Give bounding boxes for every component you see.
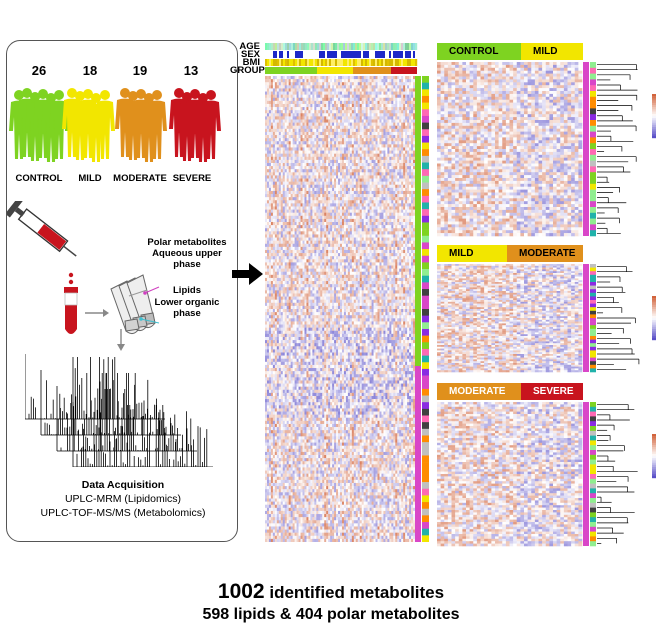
metabolomics-method: UPLC-TOF-MS/MS (Metabolomics) xyxy=(40,507,206,519)
bmi-track-label: BMI xyxy=(242,57,260,68)
moderate-label: MODERATE xyxy=(113,173,167,184)
aqueous-phase-label: Aqueous upper xyxy=(152,248,222,259)
group-track xyxy=(265,67,417,74)
age-track xyxy=(265,43,418,50)
patient-figures-icon xyxy=(9,88,221,162)
comparison-3-left-label: MODERATE xyxy=(437,383,521,400)
comparison-2-dendrogram xyxy=(597,266,640,370)
chromatogram-trace xyxy=(25,354,165,420)
comparison-1-class-bar xyxy=(583,62,589,236)
control-label: CONTROL xyxy=(15,173,63,184)
mild-label: MILD xyxy=(78,173,102,184)
comparison-2-right-label: MODERATE xyxy=(507,245,583,262)
severe-figures-icon xyxy=(169,88,221,162)
comparison-2-subclass-strip xyxy=(590,264,596,373)
bmi-track xyxy=(265,59,418,66)
sex-track xyxy=(265,51,418,58)
mild-count: 18 xyxy=(82,63,98,78)
data-acquisition-title: Data Acquisition xyxy=(81,479,165,491)
chromatogram-trace xyxy=(72,402,213,467)
metabolite-count-label: identified metabolites xyxy=(269,583,445,602)
aqueous-phase-label-2: phase xyxy=(173,259,201,270)
main-heatmap xyxy=(265,43,429,542)
moderate-count: 19 xyxy=(132,63,148,78)
metabolite-subclass-strip xyxy=(422,76,429,542)
organic-phase-label-2: phase xyxy=(173,308,201,319)
comparison-3-cells xyxy=(437,402,583,547)
comparison-1-right-label: MILD xyxy=(521,43,583,60)
study-design-panel: 26 18 19 13 CONTROL MILD MODERATE xyxy=(6,40,238,542)
group-track-label: GROUP xyxy=(230,65,265,76)
blood-tube-icon xyxy=(64,287,78,334)
age-track-label: AGE xyxy=(239,41,260,52)
comparison-2-class-bar xyxy=(583,264,589,372)
polar-metabolites-label: Polar metabolites xyxy=(147,237,227,248)
comparison-3-right-label: SEVERE xyxy=(521,383,583,400)
main-heatmap-cells xyxy=(265,76,416,542)
moderate-figures-icon xyxy=(115,88,167,162)
lipidomics-method: UPLC-MRM (Lipidomics) xyxy=(64,493,182,505)
sex-track-label: SEX xyxy=(240,49,260,60)
comparison-1-dendrogram xyxy=(597,64,638,234)
comparison-3-dendrogram xyxy=(597,404,638,544)
comparison-3-subclass-strip xyxy=(590,402,596,547)
control-vs-mild-heatmap xyxy=(437,62,656,237)
comparison-1-left-label: CONTROL xyxy=(437,43,521,60)
down-arrow-icon xyxy=(117,329,125,351)
organic-phase-label: Lower organic xyxy=(154,297,220,308)
mild-figures-icon xyxy=(62,88,115,162)
moderate-vs-severe-heatmap xyxy=(437,402,656,547)
right-arrow-icon xyxy=(232,263,263,285)
chromatogram-trace xyxy=(40,370,181,436)
summary-line-1: 1002 identified metabolites xyxy=(0,580,662,604)
chromatogram-stack-icon xyxy=(25,354,213,467)
comparison-2-cells xyxy=(437,264,583,373)
extraction-tubes-icon xyxy=(110,274,156,335)
metabolite-count: 1002 xyxy=(217,580,265,603)
lipids-label: Lipids xyxy=(173,285,201,296)
comparison-1-colorbar xyxy=(652,94,656,139)
mild-vs-moderate-heatmap xyxy=(437,264,656,373)
metabolite-class-strip xyxy=(415,76,421,542)
comparison-1-subclass-strip xyxy=(590,62,596,237)
summary-line-2: 598 lipids & 404 polar metabolites xyxy=(202,606,460,623)
syringe-icon xyxy=(7,201,77,257)
control-figures-icon xyxy=(9,88,69,162)
comparison-2-left-label: MILD xyxy=(437,245,507,262)
severe-label: SEVERE xyxy=(172,173,212,184)
severe-count: 13 xyxy=(183,63,199,78)
comparison-3-class-bar xyxy=(583,402,589,546)
chromatogram-trace xyxy=(56,386,197,452)
sample-preparation-icon xyxy=(7,201,160,335)
control-count: 26 xyxy=(31,63,47,78)
comparison-1-cells xyxy=(437,62,583,237)
comparison-3-colorbar xyxy=(652,434,656,479)
comparison-2-colorbar xyxy=(652,296,656,341)
